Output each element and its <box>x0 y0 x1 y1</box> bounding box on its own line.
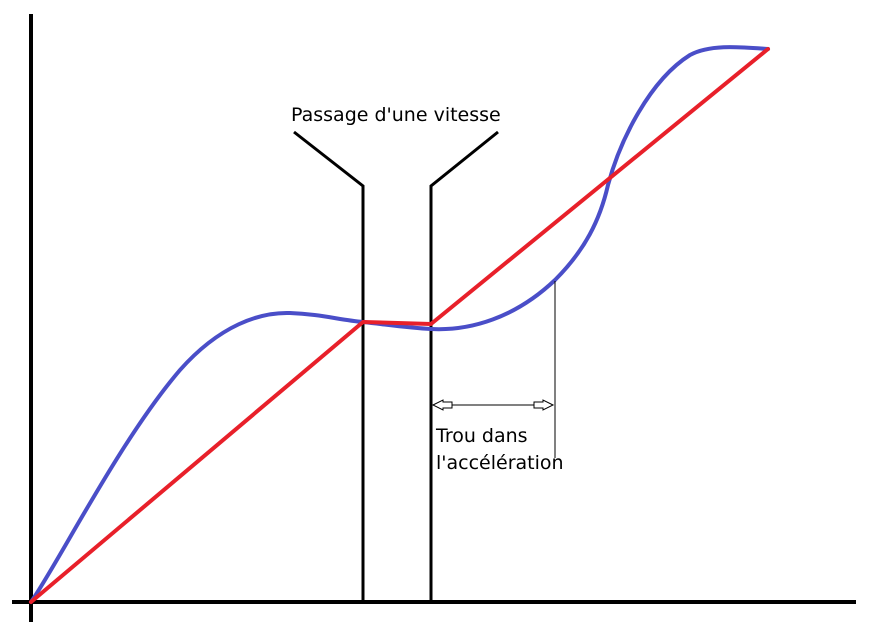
red-curve <box>29 47 770 604</box>
gear-shift-left-line <box>293 130 365 602</box>
arrow-left-head-icon <box>431 399 453 411</box>
blue-curve <box>29 45 770 604</box>
gear-shift-label: Passage d'une vitesse <box>291 104 501 126</box>
gear-shift-right-line <box>429 130 499 602</box>
acceleration-gap-label-line2: l'accélération <box>436 452 564 474</box>
acceleration-gap-label-line1: Trou dans <box>436 425 528 447</box>
arrow-right-head-icon <box>533 399 555 411</box>
